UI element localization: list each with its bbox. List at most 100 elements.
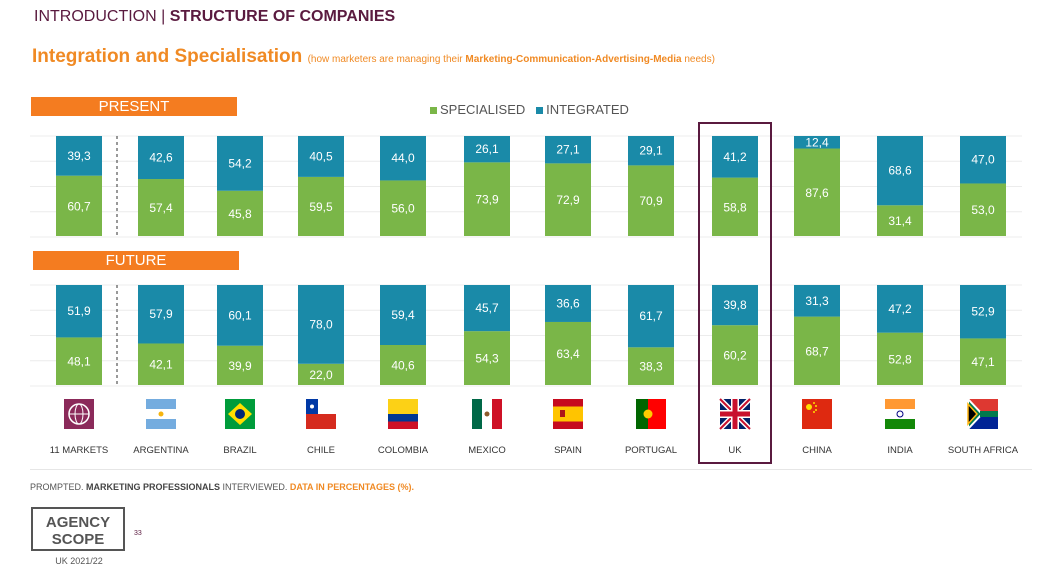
category-label: SOUTH AFRICA <box>948 445 1019 456</box>
bar-integrated <box>138 136 184 180</box>
label-integrated: 27,1 <box>556 143 580 157</box>
label-specialised: 57,4 <box>149 201 173 215</box>
bar-specialised <box>298 176 344 236</box>
bar-integrated <box>545 136 591 164</box>
bar-specialised <box>56 337 102 385</box>
label-integrated: 68,6 <box>888 164 912 178</box>
category-label: 11 MARKETS <box>50 445 108 456</box>
bar-specialised <box>56 175 102 236</box>
label-specialised: 59,5 <box>309 200 333 214</box>
page-number: 33 <box>134 530 142 537</box>
footnote: PROMPTED. MARKETING PROFESSIONALS INTERV… <box>30 482 414 492</box>
label-integrated: 42,6 <box>149 151 173 165</box>
slide-title: Integration and Specialisation (how mark… <box>32 46 715 68</box>
label-integrated: 12,4 <box>805 135 829 149</box>
bar-integrated <box>877 285 923 333</box>
label-specialised: 45,8 <box>228 207 252 221</box>
brazil-flag-icon <box>225 399 255 429</box>
label-specialised: 39,9 <box>228 359 252 373</box>
label-integrated: 41,2 <box>723 150 747 164</box>
bar-specialised <box>138 343 184 385</box>
category-label: PORTUGAL <box>625 445 677 456</box>
category-label: CHILE <box>307 445 335 456</box>
bar-integrated <box>56 285 102 338</box>
label-specialised: 68,7 <box>805 344 829 358</box>
label-specialised: 54,3 <box>475 352 499 366</box>
bar-specialised <box>298 363 344 385</box>
label-specialised: 58,8 <box>723 200 747 214</box>
label-integrated: 59,4 <box>391 308 415 322</box>
china-flag-icon <box>802 399 832 429</box>
footnote-1: PROMPTED. <box>30 482 87 492</box>
label-integrated: 44,0 <box>391 151 415 165</box>
bar-specialised <box>464 162 510 236</box>
bar-integrated <box>794 285 840 317</box>
title-subtitle: (how marketers are managing their Market… <box>308 54 715 65</box>
title-main: Integration and Specialisation <box>32 46 303 67</box>
label-specialised: 60,7 <box>67 199 91 213</box>
colombia-flag-icon <box>388 399 418 429</box>
bar-integrated <box>56 136 102 176</box>
topic-name: STRUCTURE OF COMPANIES <box>169 8 396 25</box>
label-specialised: 63,4 <box>556 347 580 361</box>
label-specialised: 47,1 <box>971 355 995 369</box>
label-integrated: 78,0 <box>309 317 333 331</box>
label-specialised: 48,1 <box>67 355 91 369</box>
subtitle-post: needs) <box>681 54 715 65</box>
bar-specialised <box>794 316 840 385</box>
bar-integrated <box>960 136 1006 184</box>
spain-flag-icon <box>553 399 583 429</box>
bar-specialised <box>712 325 758 385</box>
bar-specialised <box>545 163 591 236</box>
label-integrated: 57,9 <box>149 307 173 321</box>
footnote-3: INTERVIEWED. <box>220 482 290 492</box>
label-integrated: 60,1 <box>228 308 252 322</box>
label-integrated: 39,3 <box>67 149 91 163</box>
south-africa-flag-icon <box>967 396 998 432</box>
bar-specialised <box>464 331 510 385</box>
bar-specialised <box>217 190 263 236</box>
logo-subtitle: UK 2021/22 <box>55 556 103 566</box>
bar-integrated <box>298 136 344 177</box>
subtitle-pre: (how marketers are managing their <box>307 54 466 65</box>
bar-integrated <box>464 285 510 332</box>
separator: | <box>156 8 170 25</box>
category-label: INDIA <box>887 445 913 456</box>
label-integrated: 54,2 <box>228 156 252 170</box>
bar-specialised <box>794 148 840 236</box>
bar-integrated <box>794 136 840 149</box>
bar-integrated <box>545 285 591 322</box>
label-specialised: 38,3 <box>639 360 663 374</box>
footnote-4: DATA IN PERCENTAGES (%). <box>289 482 415 492</box>
bar-integrated <box>712 136 758 178</box>
bar-specialised <box>217 345 263 385</box>
bar-integrated <box>712 285 758 326</box>
bar-integrated <box>298 285 344 364</box>
bar-integrated <box>217 136 263 191</box>
category-label: CHINA <box>802 445 832 456</box>
legend: SPECIALISED INTEGRATED <box>430 102 629 117</box>
bar-integrated <box>380 285 426 345</box>
category-label: COLOMBIA <box>378 445 429 456</box>
label-integrated: 26,1 <box>475 142 499 156</box>
section-name: INTRODUCTION <box>34 8 157 25</box>
footnote-2: MARKETING PROFESSIONALS <box>86 482 221 492</box>
label-specialised: 22,0 <box>309 368 333 382</box>
india-flag-icon <box>885 399 915 429</box>
chile-flag-icon <box>306 399 336 429</box>
legend-integrated: INTEGRATED <box>546 102 629 117</box>
bar-specialised <box>877 205 923 236</box>
present-label: PRESENT <box>31 97 237 116</box>
label-specialised: 42,1 <box>149 358 173 372</box>
mexico-flag-icon <box>472 399 502 429</box>
bar-integrated <box>464 136 510 163</box>
uk-flag-icon <box>718 397 752 431</box>
label-specialised: 72,9 <box>556 193 580 207</box>
bar-integrated <box>217 285 263 346</box>
label-integrated: 39,8 <box>723 298 747 312</box>
stacked-bar-chart: 60,7 39,3 57,4 42,6 45,8 54,2 59,5 40,5 56,0 44,0… <box>30 122 1032 470</box>
label-integrated: 29,1 <box>639 144 663 158</box>
label-integrated: 31,3 <box>805 294 829 308</box>
bar-integrated <box>877 136 923 206</box>
legend-specialised: SPECIALISED <box>440 102 526 117</box>
